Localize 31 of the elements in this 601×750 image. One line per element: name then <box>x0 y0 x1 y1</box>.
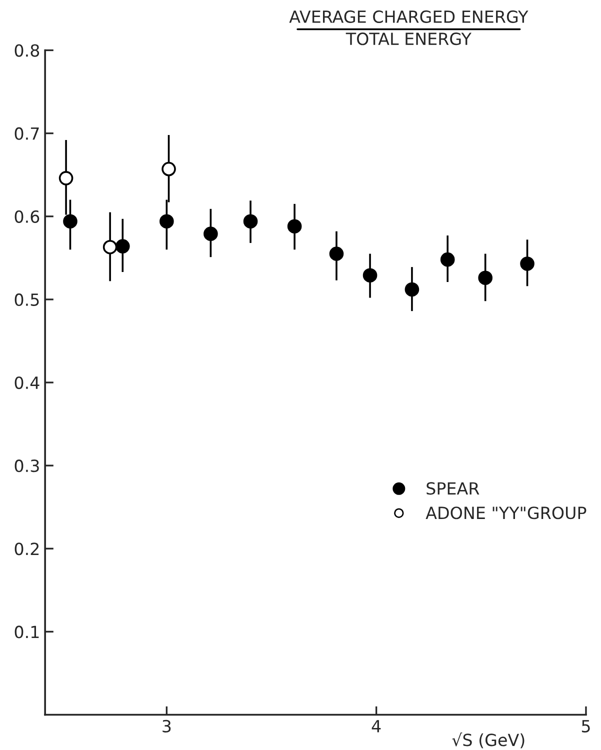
x-axis-title: √S (GeV) <box>452 732 524 748</box>
y-tick-label: 0.3 <box>14 460 39 472</box>
y-tick-label: 0.4 <box>14 376 40 390</box>
x-tick-label: 3 <box>162 720 171 733</box>
point <box>204 226 218 241</box>
point <box>478 270 492 285</box>
point <box>404 282 420 297</box>
point <box>362 268 378 283</box>
chart-subtitle: TOTAL ENERGY <box>346 32 472 46</box>
x-tick-label: 5 <box>582 720 590 733</box>
y-tick-label: 0.1 <box>14 626 39 638</box>
point <box>287 219 302 234</box>
legend-label: ADONE "YY"GROUP <box>426 506 586 520</box>
y-tick-label: 0.5 <box>14 293 39 306</box>
point <box>102 240 118 254</box>
point <box>160 214 174 229</box>
x-tick-label: 4 <box>372 720 381 732</box>
point <box>243 214 258 229</box>
point <box>63 214 78 229</box>
point <box>162 162 176 176</box>
chart-title: AVERAGE CHARGED ENERGY <box>289 10 528 24</box>
point <box>520 256 534 271</box>
y-tick-label: 0.7 <box>14 127 39 140</box>
y-tick-label: 0.8 <box>14 44 40 57</box>
point <box>440 252 455 267</box>
point <box>329 246 344 261</box>
point <box>58 171 74 186</box>
point <box>115 239 130 254</box>
y-tick-label: 0.2 <box>14 542 39 556</box>
legend-label: SPEAR <box>426 482 480 495</box>
y-tick-label: 0.6 <box>14 210 40 223</box>
